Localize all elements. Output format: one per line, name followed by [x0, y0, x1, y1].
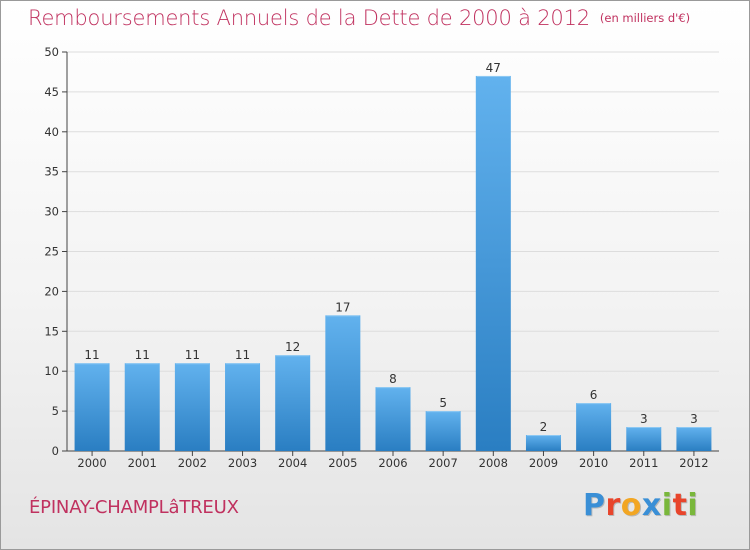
ytick-label-40: 40 [44, 125, 59, 139]
chart-title: Remboursements Annuels de la Dette de 20… [28, 6, 690, 30]
bar-2011 [626, 427, 662, 451]
xtick-label-2001: 2001 [128, 456, 157, 470]
xtick-label-2000: 2000 [77, 456, 106, 470]
chart-title-text: Remboursements Annuels de la Dette de 20… [28, 6, 590, 30]
ytick-label-35: 35 [44, 165, 59, 179]
data-label-2004: 12 [285, 340, 300, 354]
bar-2006 [375, 387, 411, 451]
bar-2001 [124, 363, 160, 451]
bar-2012 [676, 427, 712, 451]
proxiti-logo: Proxiti [583, 488, 698, 523]
chart-unit: (en milliers d'€) [599, 11, 691, 25]
commune-name: ÉPINAY-CHAMPLâTREUX [29, 497, 239, 518]
xtick-label-2004: 2004 [278, 456, 307, 470]
xtick-label-2002: 2002 [178, 456, 207, 470]
bar-2005 [325, 315, 361, 451]
bar-2010 [576, 403, 612, 451]
ytick-label-50: 50 [44, 45, 59, 59]
xtick-label-2006: 2006 [378, 456, 407, 470]
data-label-2010: 6 [590, 388, 598, 402]
logo-letter: x [641, 488, 662, 523]
data-label-2009: 2 [540, 420, 548, 434]
logo-letter: o [620, 488, 642, 523]
data-label-2005: 17 [335, 300, 350, 314]
bar-2007 [425, 411, 461, 451]
ytick-label-45: 45 [44, 85, 59, 99]
logo-letter: i [687, 488, 699, 523]
logo-letter: P [583, 488, 606, 523]
data-label-2007: 5 [439, 396, 447, 410]
data-label-2000: 11 [84, 348, 99, 362]
logo-letter: r [605, 488, 621, 523]
bar-2000 [74, 363, 110, 451]
xtick-label-2007: 2007 [429, 456, 458, 470]
logo-letter: i [661, 488, 673, 523]
data-label-2011: 3 [640, 412, 648, 426]
bar-2004 [275, 355, 311, 451]
bar-2003 [225, 363, 261, 451]
data-label-2006: 8 [389, 372, 397, 386]
data-label-2012: 3 [690, 412, 698, 426]
ytick-label-10: 10 [44, 364, 59, 378]
xtick-label-2005: 2005 [328, 456, 357, 470]
xtick-label-2008: 2008 [479, 456, 508, 470]
xtick-label-2011: 2011 [629, 456, 658, 470]
data-label-2003: 11 [235, 348, 250, 362]
ytick-label-20: 20 [44, 284, 59, 298]
bars [74, 75, 712, 451]
data-label-2001: 11 [135, 348, 150, 362]
ytick-label-25: 25 [44, 245, 59, 259]
grid-lines [67, 51, 719, 412]
ytick-label-30: 30 [44, 205, 59, 219]
xtick-label-2012: 2012 [679, 456, 708, 470]
bar-2002 [174, 363, 210, 451]
xtick-label-2010: 2010 [579, 456, 608, 470]
ytick-label-15: 15 [44, 324, 59, 338]
ytick-label-0: 0 [52, 444, 59, 458]
xtick-label-2003: 2003 [228, 456, 257, 470]
labels: 0510152025303540455011200011200111200211… [44, 45, 708, 470]
bar-2008 [475, 75, 511, 451]
data-label-2002: 11 [185, 348, 200, 362]
xtick-label-2009: 2009 [529, 456, 558, 470]
bar-2009 [525, 435, 561, 451]
ytick-label-5: 5 [52, 404, 59, 418]
logo-letter: t [672, 488, 688, 523]
data-label-2008: 47 [486, 61, 501, 75]
